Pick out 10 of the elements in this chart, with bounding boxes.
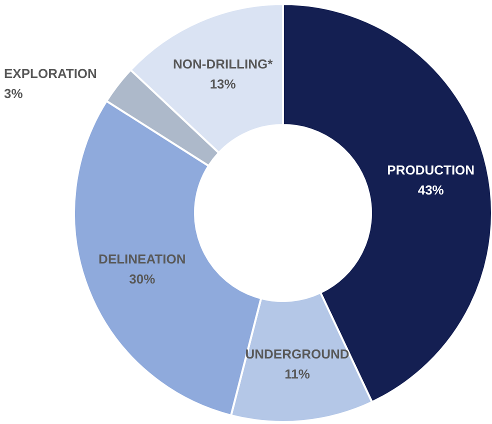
data-label: 13% — [210, 76, 236, 92]
data-label: 30% — [129, 271, 156, 286]
slice-label: NON-DRILLING* — [172, 56, 274, 72]
slice-label: PRODUCTION — [387, 162, 475, 178]
slice-label: DELINEATION — [98, 251, 186, 266]
slice-label: EXPLORATION — [4, 66, 97, 82]
data-label: 11% — [284, 366, 310, 382]
data-label: 3% — [4, 86, 24, 102]
data-label: 43% — [418, 182, 444, 198]
slice-label: UNDERGROUND — [245, 346, 350, 362]
